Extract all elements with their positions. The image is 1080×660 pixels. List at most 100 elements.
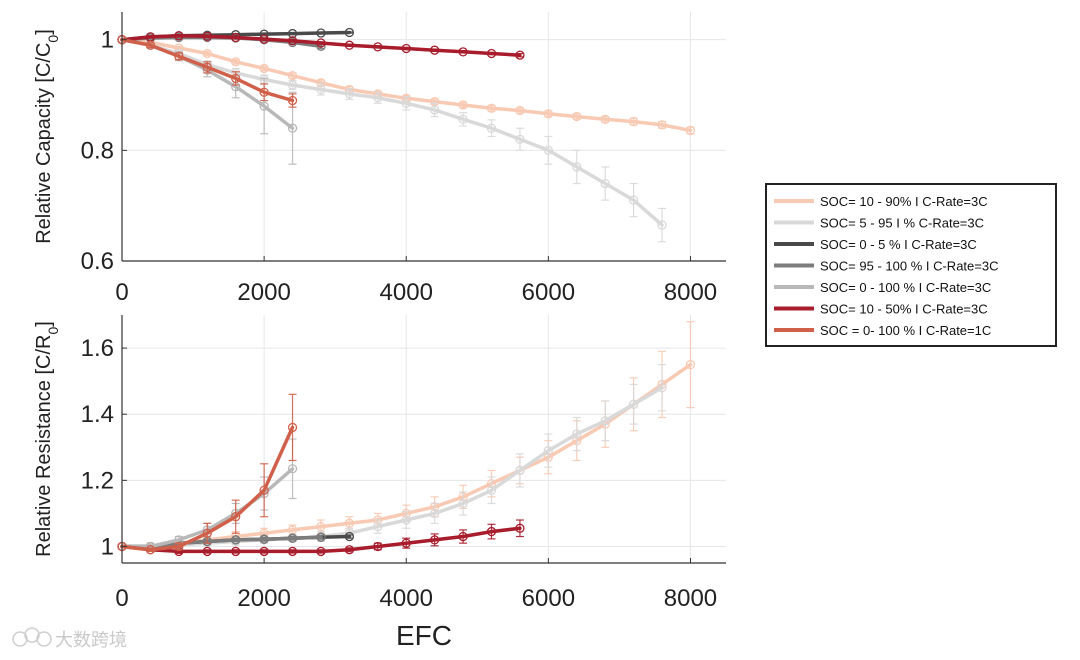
data-point [259, 101, 269, 111]
data-point [572, 162, 582, 172]
data-point [373, 42, 383, 52]
data-point [628, 399, 639, 409]
legend-label: SOC= 10 - 50% I C-Rate=3C [820, 302, 988, 317]
y-axis-title-end: ] [33, 321, 55, 327]
data-point [600, 114, 610, 124]
x-tick-label: 0 [115, 585, 128, 612]
y-axis-title: Relative Capacity [C/C0] [33, 29, 61, 244]
legend-label: SOC= 95 - 100 % I C-Rate=3C [820, 259, 998, 274]
data-point [287, 95, 298, 106]
data-point [174, 51, 184, 61]
legend-label: SOC= 0 - 100 % I C-Rate=3C [820, 280, 991, 295]
data-point [174, 541, 184, 552]
data-point [430, 508, 440, 519]
series-line [120, 425, 295, 552]
data-point [458, 498, 468, 509]
y-tick-label: 1 [101, 27, 114, 54]
data-point [458, 531, 468, 542]
legend-entry: SOC= 10 - 90% I C-Rate=3C [774, 194, 988, 209]
y-tick-label: 1 [101, 533, 114, 560]
data-point [259, 34, 269, 44]
plot-area [122, 12, 726, 261]
data-point [458, 114, 468, 124]
y-tick-label: 1.2 [81, 467, 114, 494]
series-6 [117, 393, 298, 555]
data-point [287, 533, 298, 543]
data-point [373, 541, 383, 552]
data-point [231, 546, 241, 557]
data-point [685, 125, 696, 136]
series-line [120, 37, 664, 227]
data-point [259, 485, 269, 495]
data-point [259, 546, 269, 557]
data-point [430, 105, 440, 115]
data-point [628, 116, 639, 127]
legend-entry: SOC= 0 - 100 % I C-Rate=3C [774, 280, 991, 295]
y-tick-label: 0.8 [81, 137, 114, 164]
capacity-panel: 0 2000 4000 6000 8000 0.6 0.8 1 Relative Capacit… [33, 12, 726, 306]
data-point [486, 123, 497, 133]
data-point [316, 546, 326, 557]
data-point [458, 47, 468, 57]
data-point [515, 105, 525, 116]
data-point [231, 535, 241, 545]
legend-entry: SOC= 5 - 95 I % C-Rate=3C [774, 216, 984, 231]
y-axis-title: Relative Resistance [C/R0] [33, 321, 61, 557]
series-line [120, 34, 522, 57]
data-point [287, 36, 298, 46]
data-point [287, 546, 298, 557]
data-point [259, 63, 269, 74]
x-tick-label: 6000 [522, 279, 575, 306]
data-point [344, 40, 355, 50]
data-point [543, 445, 554, 456]
data-point [287, 70, 298, 81]
legend-label: SOC= 0 - 5 % I C-Rate=3C [820, 237, 977, 252]
watermark: 大数跨境 [12, 627, 127, 651]
x-tick-label: 4000 [380, 279, 433, 306]
legend-box [765, 183, 1057, 347]
data-point [202, 62, 212, 72]
data-point [401, 43, 411, 54]
data-point [287, 422, 298, 433]
data-point [657, 220, 667, 230]
data-point [231, 32, 241, 43]
data-point [600, 178, 610, 189]
data-point [287, 28, 298, 39]
legend-entry: SOC = 0- 100 % I C-Rate=1C [774, 323, 991, 338]
y-tick-label: 0.6 [81, 248, 114, 275]
data-point [174, 31, 184, 41]
data-point [373, 521, 383, 532]
data-point [628, 195, 639, 205]
legend-entry: SOC= 95 - 100 % I C-Rate=3C [774, 259, 998, 274]
x-tick-label: 2000 [237, 585, 290, 612]
data-point [344, 545, 355, 555]
legend: SOC= 10 - 90% I C-Rate=3C SOC= 5 - 95 I %… [765, 183, 1057, 347]
data-point [486, 103, 497, 113]
legend-label: SOC= 10 - 90% I C-Rate=3C [820, 194, 988, 209]
series-5 [117, 31, 525, 60]
data-point [316, 521, 326, 532]
x-tick-label: 0 [115, 279, 128, 306]
data-point [231, 512, 241, 522]
data-point [259, 87, 269, 97]
data-point [543, 145, 554, 155]
legend-label: SOC= 5 - 95 I % C-Rate=3C [820, 216, 984, 231]
data-point [600, 416, 610, 426]
data-point [515, 465, 525, 476]
data-point [515, 134, 525, 144]
data-point [486, 526, 497, 537]
x-axis-title: EFC [396, 620, 452, 651]
data-point [231, 73, 241, 84]
data-point [259, 534, 269, 544]
series-line [120, 526, 522, 554]
legend-entry: SOC= 10 - 50% I C-Rate=3C [774, 302, 988, 317]
series-line [120, 37, 295, 103]
data-point [316, 28, 326, 38]
x-tick-label: 8000 [664, 279, 717, 306]
watermark-logo-icon [12, 627, 52, 647]
data-point [202, 546, 212, 557]
watermark-text: 大数跨境 [55, 630, 127, 651]
legend-label: SOC = 0- 100 % I C-Rate=1C [820, 323, 991, 338]
data-point [316, 84, 326, 95]
